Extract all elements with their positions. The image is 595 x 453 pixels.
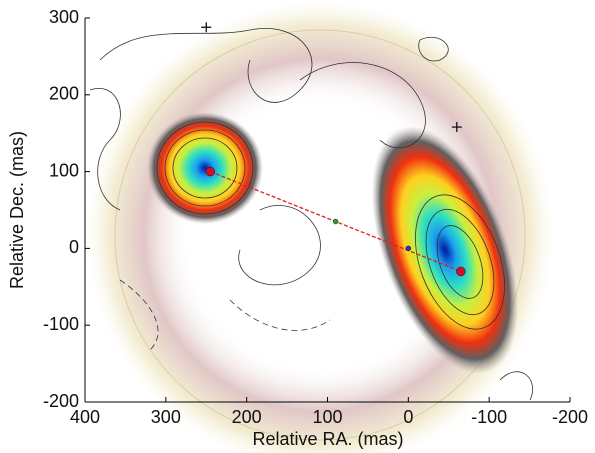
point [332, 218, 339, 225]
x-tick-label: 0 [403, 407, 413, 427]
point [205, 166, 215, 177]
y-tick-label: 200 [49, 84, 79, 104]
y-tick-label: 0 [69, 237, 79, 257]
x-tick-label: 200 [232, 407, 262, 427]
x-tick-label: 300 [151, 407, 181, 427]
y-tick-label: 300 [49, 7, 79, 27]
x-tick-label: -100 [471, 407, 507, 427]
cross [451, 122, 462, 133]
x-axis-label: Relative RA. (mas) [252, 429, 403, 449]
point [456, 266, 466, 277]
y-tick-label: 100 [49, 160, 79, 180]
image [85, 0, 555, 453]
point [405, 245, 412, 252]
x-tick-label: 400 [70, 407, 100, 427]
y-axis-label: Relative Dec. (mas) [7, 131, 27, 289]
x-tick-label: -200 [552, 407, 588, 427]
x-tick-label: 100 [312, 407, 342, 427]
y-tick-label: -200 [43, 391, 79, 411]
cross [201, 22, 212, 33]
y-tick-label: -100 [43, 314, 79, 334]
